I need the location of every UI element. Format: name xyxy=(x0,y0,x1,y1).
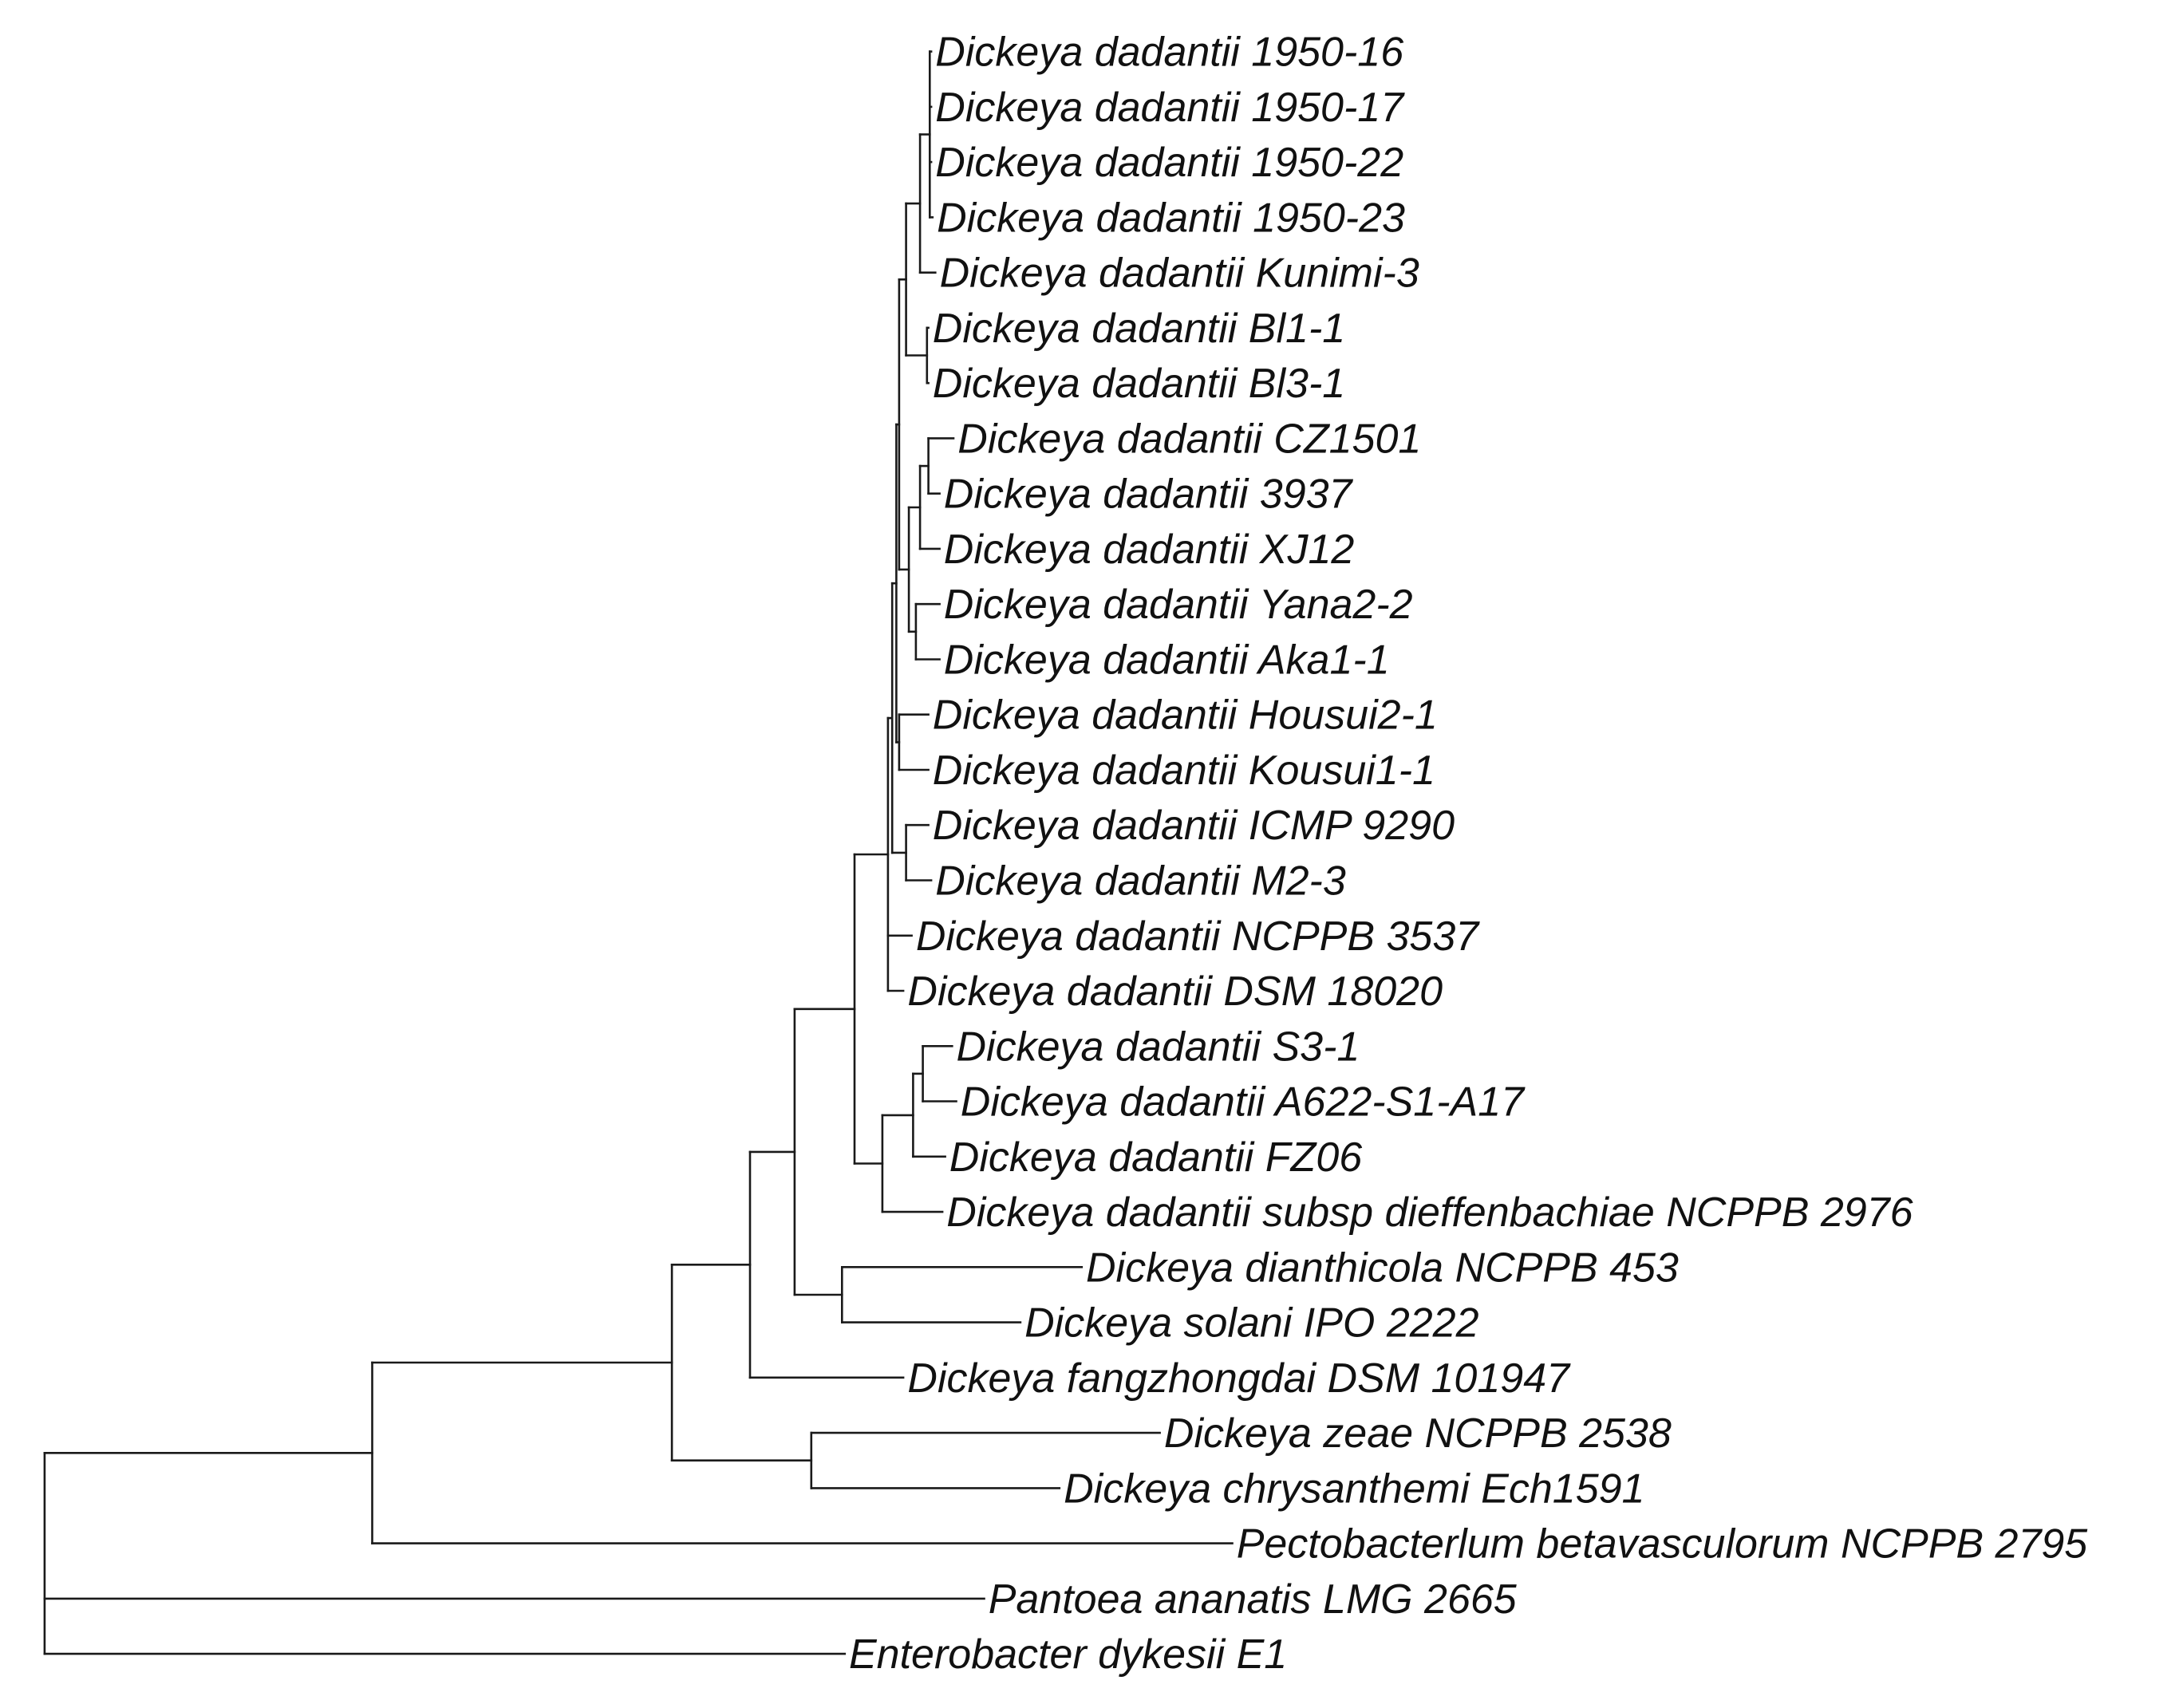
taxon-label: Dickeya dadantii M2-3 xyxy=(935,858,1346,905)
tree-branches xyxy=(43,50,1234,1655)
taxon-label: Dickeya dadantii 1950-22 xyxy=(935,140,1403,186)
taxon-label: Dickeya dadantii 1950-17 xyxy=(935,85,1405,131)
taxon-label: Dickeya dadantii 3937 xyxy=(944,471,1354,518)
taxon-label: Dickeya dadantii S3-1 xyxy=(957,1024,1360,1070)
taxon-label: Dickeya chrysanthemi Ech1591 xyxy=(1064,1465,1644,1512)
taxon-label: Enterobacter dykesii E1 xyxy=(849,1631,1287,1678)
taxon-label: Dickeya dadantii Bl3-1 xyxy=(933,361,1345,407)
taxon-label: Dickeya dadantii NCPPB 3537 xyxy=(916,913,1480,960)
taxon-label: Dickeya dadantii Kousui1-1 xyxy=(933,747,1435,794)
taxon-label: Dickeya dadantii CZ1501 xyxy=(957,416,1421,462)
taxon-label: Dickeya dadantii Housui2-1 xyxy=(933,692,1438,739)
taxon-label: Dickeya dadantii subsp dieffenbachiae NC… xyxy=(946,1189,1913,1236)
taxon-label: Dickeya zeae NCPPB 2538 xyxy=(1164,1410,1672,1457)
taxon-label: Pectobacterlum betavasculorum NCPPB 2795 xyxy=(1237,1521,2089,1568)
taxon-label: Dickeya dadantii Kunimi-3 xyxy=(940,250,1419,297)
taxon-label: Dickeya dianthicola NCPPB 453 xyxy=(1086,1245,1679,1291)
taxon-label: Dickeya solani IPO 2222 xyxy=(1024,1300,1478,1347)
taxon-label: Pantoea ananatis LMG 2665 xyxy=(989,1576,1518,1623)
taxon-label: Dickeya dadantii ICMP 9290 xyxy=(933,803,1455,849)
taxon-label: Dickeya dadantii FZ06 xyxy=(949,1134,1362,1181)
taxon-label: Dickeya dadantii DSM 18020 xyxy=(907,968,1443,1015)
taxon-label: Dickeya fangzhongdai DSM 101947 xyxy=(907,1355,1571,1402)
taxon-label: Dickeya dadantii Aka1-1 xyxy=(944,637,1390,684)
taxon-label: Dickeya dadantii A622-S1-A17 xyxy=(961,1079,1526,1126)
taxon-labels: Dickeya dadantii 1950-16 Dickeya dadantii… xyxy=(849,30,2088,1678)
taxon-label: Dickeya dadantii XJ12 xyxy=(944,527,1355,573)
taxon-label: Dickeya dadantii 1950-16 xyxy=(935,30,1403,76)
taxon-label: Dickeya dadantii Yana2-2 xyxy=(944,582,1413,628)
taxon-label: Dickeya dadantii Bl1-1 xyxy=(933,306,1345,352)
taxon-label: Dickeya dadantii 1950-23 xyxy=(937,195,1405,241)
